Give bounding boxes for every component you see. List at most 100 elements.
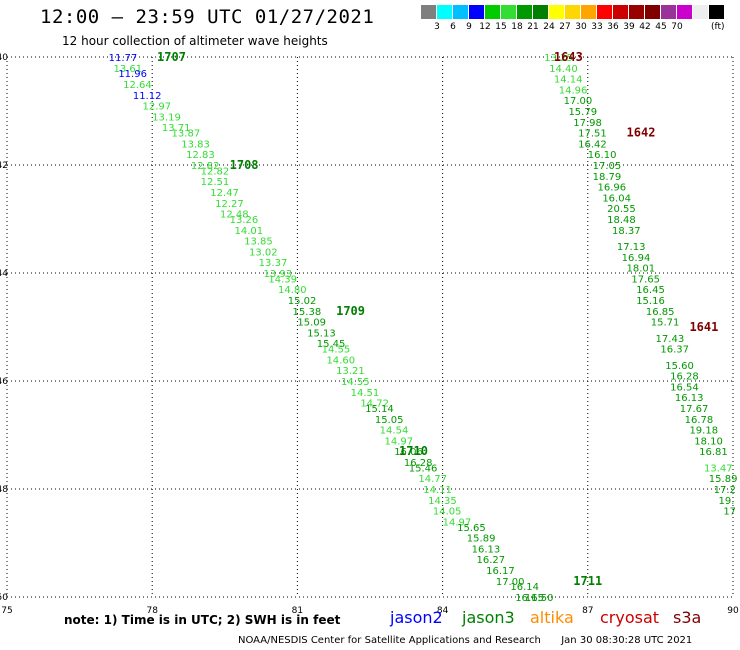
scale-swatch [533, 5, 548, 19]
swh-value-label: 14.80 [278, 285, 307, 296]
swh-value-label: 15.65 [457, 523, 486, 534]
scale-label: 33 [591, 22, 603, 32]
scale-swatch [613, 5, 628, 19]
swh-value-label: 14.72 [360, 399, 389, 410]
swh-value-label: 16.45 [636, 285, 665, 296]
swh-value-label: 11.12 [133, 91, 162, 102]
scale-label: 21 [527, 22, 539, 32]
swh-value-label: 12.83 [186, 150, 215, 161]
swh-value-label: 16.85 [646, 307, 675, 318]
swh-value-label: 13.37 [259, 258, 288, 269]
swh-value-label: 18.79 [593, 172, 622, 183]
y-tick-label: -48 [0, 485, 8, 495]
swh-value-label: 14.01 [234, 226, 263, 237]
pass-time-label: 1711 [573, 574, 602, 588]
swh-value-label: 15.89 [467, 534, 496, 545]
swh-value-label: 16.42 [578, 139, 607, 150]
satellite-cryosat-label: cryosat [600, 608, 660, 627]
scale-swatch [517, 5, 532, 19]
pass-time-label: 1708 [230, 158, 259, 172]
swh-value-label: 18.01 [627, 264, 656, 275]
satellite-jason3-label: jason3 [462, 608, 515, 627]
swh-value-label: 13.47 [704, 463, 733, 474]
scale-swatch [437, 5, 452, 19]
swh-value-label: 16.27 [476, 555, 505, 566]
scale-label: 6 [450, 22, 456, 32]
swh-value-label: 12.82 [191, 161, 220, 172]
y-tick-label: -40 [0, 53, 8, 63]
scale-swatch [549, 5, 564, 19]
x-tick-label: 87 [582, 606, 593, 616]
swh-value-label: 12.97 [143, 102, 172, 113]
satellite-jason2-label: jason2 [390, 608, 443, 627]
swh-value-label: 14.51 [351, 388, 380, 399]
y-tick-label: -44 [0, 269, 8, 279]
swh-value-label: 11.96 [118, 69, 147, 80]
swh-value-label: 15.05 [375, 415, 404, 426]
scale-swatch [485, 5, 500, 19]
swh-value-label: 12.82 [201, 166, 230, 177]
swh-value-label: 14.55 [341, 377, 370, 388]
swh-value-label: 13.83 [181, 139, 210, 150]
swh-value-label: 16.13 [472, 544, 501, 555]
y-tick-label: -42 [0, 161, 8, 171]
swh-value-label: 17.43 [656, 334, 685, 345]
swh-value-label: 15.46 [409, 463, 438, 474]
pass-time-label: 1710 [399, 444, 428, 458]
swh-value-label: 13.26 [230, 215, 259, 226]
timestamp-text: Jan 30 08:30:28 UTC 2021 [561, 635, 693, 646]
swh-value-label: 16.54 [670, 382, 699, 393]
pass-time-label: 1707 [157, 50, 186, 64]
map-grid [6, 56, 734, 598]
scale-label: 9 [466, 22, 472, 32]
swh-value-label: 15.38 [293, 307, 322, 318]
swh-value-label: 16.13 [675, 393, 704, 404]
swh-value-label: 13.02 [249, 247, 278, 258]
x-tick-label: 81 [292, 606, 303, 616]
swh-value-label: 14.35 [428, 496, 457, 507]
scale-swatch [581, 5, 596, 19]
scale-label: 18 [511, 22, 523, 32]
swh-value-label: 18.48 [607, 215, 636, 226]
swh-value-label: 17.51 [578, 129, 607, 140]
swh-value-label: 13.19 [152, 112, 181, 123]
scale-label: 30 [575, 22, 587, 32]
swh-value-label: 17.00 [496, 577, 525, 588]
swh-value-label: 15.13 [307, 328, 336, 339]
swh-value-label: 11.77 [109, 53, 138, 64]
x-tick-label: 75 [1, 606, 12, 616]
scale-label: 12 [479, 22, 491, 32]
swh-value-label: 13.21 [336, 366, 365, 377]
x-tick-label: 84 [437, 606, 449, 616]
map-axis-labels: 75 78 81 84 87 90 -40 -42 -44 -46 -48 -50 [0, 53, 739, 616]
swh-value-label: 17.13 [617, 242, 646, 253]
scale-swatch [565, 5, 580, 19]
pass-time-labels: 1707 1708 1709 1710 1711 1643 1642 1641 [157, 50, 718, 588]
swh-value-label: 13.93 [264, 269, 293, 280]
units-note: note: 1) Time is in UTC; 2) SWH is in fe… [64, 613, 341, 627]
swh-value-label: 14.77 [418, 474, 447, 485]
map-title: 12:00 – 23:59 UTC 01/27/2021 [40, 6, 375, 28]
swh-value-label: 15.89 [709, 474, 738, 485]
credit-text: NOAA/NESDIS Center for Satellite Applica… [238, 635, 541, 646]
y-tick-label: -46 [0, 377, 8, 387]
swh-value-label: 17.67 [680, 404, 709, 415]
swh-value-label: 18.10 [694, 436, 723, 447]
swh-value-label: 14.14 [554, 75, 583, 86]
scale-label: 27 [559, 22, 571, 32]
swh-value-label: 13.61 [113, 64, 142, 75]
swh-value-label: 14.54 [380, 426, 409, 437]
scale-swatch [677, 5, 692, 19]
swh-value-label: 16.94 [622, 253, 651, 264]
scale-label: 36 [607, 22, 619, 32]
swh-value-label: 16.96 [597, 183, 626, 194]
scale-swatch [469, 5, 484, 19]
swh-value-label: 14.96 [559, 85, 588, 96]
swh-value-label: 16.14 [510, 582, 539, 593]
swh-value-label: 19. [718, 496, 734, 507]
scale-label: 45 [655, 22, 667, 32]
pass-time-label: 1643 [554, 50, 583, 64]
swh-value-label: 12.48 [220, 210, 249, 221]
pass-time-label: 1641 [689, 320, 718, 334]
